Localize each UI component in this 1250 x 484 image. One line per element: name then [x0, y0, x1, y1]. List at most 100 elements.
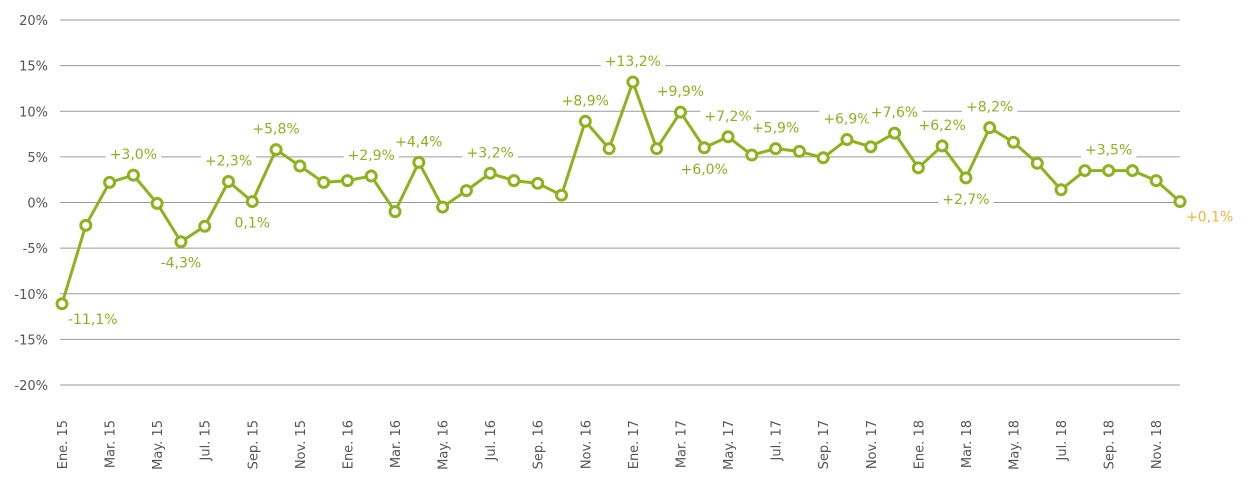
value-label: -11,1%: [68, 312, 118, 328]
point: [650, 142, 664, 156]
point: [1173, 195, 1187, 209]
point: [769, 142, 783, 156]
value-label-bg: [914, 116, 970, 135]
point: [364, 169, 378, 183]
value-label: +3,0%: [110, 147, 157, 163]
value-label: +8,2%: [966, 100, 1013, 116]
point: [507, 174, 521, 188]
point: [555, 188, 569, 202]
value-label: +2,7%: [942, 192, 989, 208]
y-tick-label: 10%: [19, 105, 48, 120]
value-label-bg: [64, 310, 122, 329]
x-tick-label: May. 18: [1007, 420, 1022, 470]
point: [436, 200, 450, 214]
value-label-bg: [156, 254, 206, 273]
value-label-bg: [819, 110, 875, 129]
x-tick-label: May. 16: [437, 420, 452, 470]
x-tick-label: Jul. 16: [484, 420, 499, 462]
point: [126, 168, 140, 182]
point: [103, 175, 117, 189]
value-label: +2,3%: [205, 154, 252, 170]
point: [602, 142, 616, 156]
point: [269, 143, 283, 157]
x-tick-label: Mar. 15: [104, 420, 119, 468]
point: [935, 139, 949, 153]
y-tick-label: 5%: [27, 151, 48, 166]
point: [55, 297, 69, 311]
point: [816, 151, 830, 165]
value-label-bg: [105, 146, 162, 165]
value-label: +2,9%: [348, 148, 395, 164]
y-tick-label: 0%: [27, 197, 48, 212]
point: [983, 121, 997, 135]
x-tick-label: Ene. 18: [912, 420, 927, 469]
point: [1030, 156, 1044, 170]
value-label-bg: [343, 147, 399, 166]
point: [888, 126, 902, 140]
point: [1125, 164, 1139, 178]
point: [721, 130, 735, 144]
point: [1006, 135, 1020, 149]
value-label-bg: [1080, 141, 1137, 160]
value-label-bg: [557, 92, 613, 111]
x-tick-label: Mar. 16: [389, 420, 404, 468]
point: [198, 219, 212, 233]
x-tick-label: Ene. 17: [627, 420, 642, 469]
x-tick-label: Jul. 18: [1055, 420, 1070, 462]
x-tick-label: Ene. 15: [56, 420, 71, 469]
value-label: +3,5%: [1085, 143, 1132, 159]
point: [293, 159, 307, 173]
point: [412, 155, 426, 169]
y-tick-label: -20%: [14, 379, 48, 394]
point: [222, 175, 236, 189]
point: [792, 144, 806, 158]
x-tick-label: Sep. 17: [817, 420, 832, 469]
point: [578, 114, 592, 128]
point: [1102, 164, 1116, 178]
value-label: +6,0%: [681, 162, 728, 178]
y-tick-label: -15%: [14, 333, 48, 348]
value-label-bg: [676, 160, 732, 179]
point: [79, 218, 93, 232]
value-label: +5,9%: [752, 121, 799, 137]
point: [459, 184, 473, 198]
point: [697, 141, 711, 155]
point: [150, 196, 164, 210]
x-tick-label: May. 15: [151, 420, 166, 470]
x-tick-label: Mar. 17: [674, 420, 689, 468]
value-label-bg: [962, 98, 1018, 117]
point: [174, 235, 188, 249]
value-label: 0,1%: [235, 216, 271, 232]
value-label: +9,9%: [657, 84, 704, 100]
x-tick-label: Jul. 17: [770, 420, 785, 462]
value-label-bg: [1182, 208, 1238, 227]
x-tick-label: Nov. 18: [1150, 420, 1165, 469]
point: [673, 105, 687, 119]
value-label: +8,9%: [562, 93, 609, 109]
point: [245, 195, 259, 209]
value-label-bg: [230, 214, 275, 233]
point: [1149, 174, 1163, 188]
value-label-bg: [248, 120, 304, 139]
y-tick-label: -10%: [14, 288, 48, 303]
value-label-bg: [652, 83, 709, 102]
point: [1054, 183, 1068, 197]
x-tick-label: Ene. 16: [341, 420, 356, 469]
y-tick-label: 15%: [19, 60, 48, 75]
x-tick-label: Nov. 15: [294, 420, 309, 469]
value-label: +6,2%: [918, 118, 965, 134]
value-label: +13,2%: [605, 54, 661, 70]
value-label: +5,8%: [252, 122, 299, 138]
point: [1078, 164, 1092, 178]
point: [483, 166, 497, 180]
point: [959, 171, 973, 185]
value-label-bg: [938, 190, 994, 209]
x-tick-label: Sep. 16: [532, 420, 547, 469]
value-label-bg: [200, 152, 257, 171]
point: [388, 205, 402, 219]
value-label-bg: [600, 53, 666, 72]
x-tick-label: Sep. 18: [1103, 420, 1118, 469]
x-tick-label: Jul. 15: [199, 420, 214, 462]
x-tick-label: Sep. 15: [246, 420, 261, 469]
